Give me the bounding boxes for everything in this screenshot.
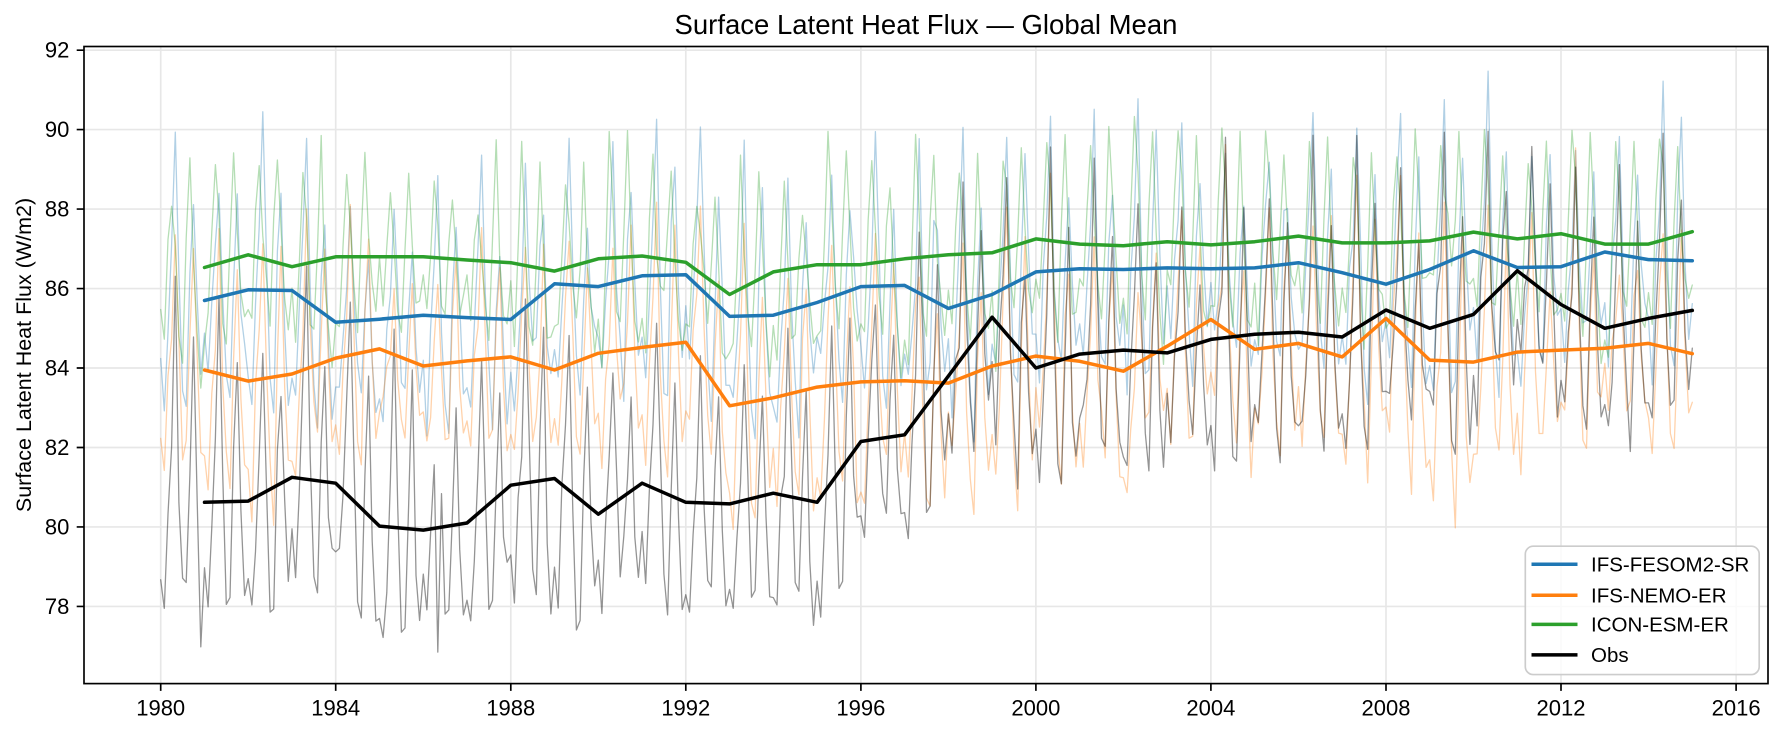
svg-text:IFS-FESOM2-SR: IFS-FESOM2-SR — [1591, 553, 1749, 576]
svg-text:1980: 1980 — [136, 696, 185, 721]
svg-text:78: 78 — [45, 594, 69, 619]
svg-text:84: 84 — [45, 356, 69, 381]
svg-text:1992: 1992 — [661, 696, 710, 721]
svg-text:1996: 1996 — [836, 696, 885, 721]
svg-text:88: 88 — [45, 197, 69, 222]
svg-text:IFS-NEMO-ER: IFS-NEMO-ER — [1591, 584, 1727, 607]
svg-text:90: 90 — [45, 117, 69, 142]
svg-text:ICON-ESM-ER: ICON-ESM-ER — [1591, 614, 1729, 637]
svg-text:Obs: Obs — [1591, 644, 1629, 667]
svg-text:2008: 2008 — [1362, 696, 1411, 721]
svg-text:1988: 1988 — [486, 696, 535, 721]
svg-text:80: 80 — [45, 514, 69, 539]
svg-text:2012: 2012 — [1537, 696, 1586, 721]
svg-text:2000: 2000 — [1011, 696, 1060, 721]
svg-text:2004: 2004 — [1186, 696, 1235, 721]
svg-text:Surface Latent Heat Flux (W/m2: Surface Latent Heat Flux (W/m2) — [12, 198, 36, 512]
svg-text:2016: 2016 — [1712, 696, 1761, 721]
svg-text:Surface Latent Heat Flux — Glo: Surface Latent Heat Flux — Global Mean — [675, 9, 1178, 40]
svg-text:86: 86 — [45, 276, 69, 301]
svg-text:1984: 1984 — [311, 696, 360, 721]
svg-text:92: 92 — [45, 38, 69, 63]
svg-text:82: 82 — [45, 435, 69, 460]
